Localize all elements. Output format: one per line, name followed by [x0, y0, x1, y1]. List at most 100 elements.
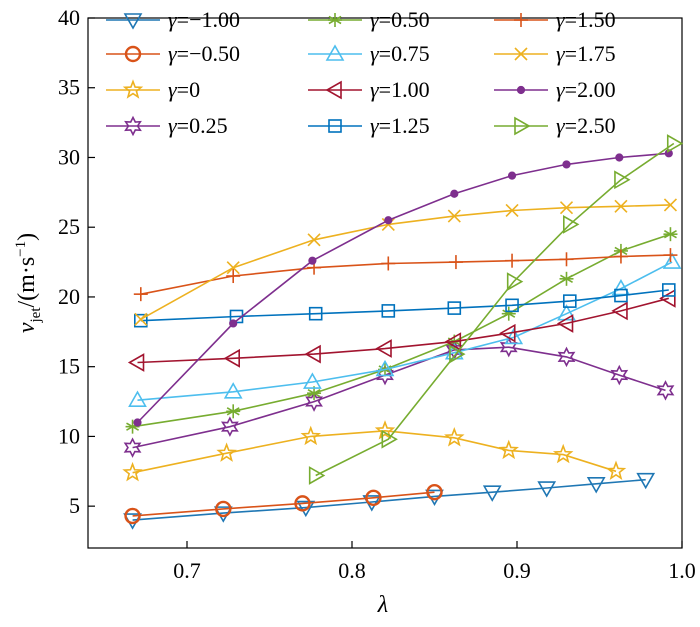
- data-point-gamma-1p00: [223, 348, 240, 368]
- plot-area-border: [87, 17, 683, 549]
- data-point-gamma-1p00: [499, 323, 516, 343]
- data-point-gamma-minus0p50: [426, 484, 443, 501]
- data-point-gamma-1p00: [127, 353, 145, 372]
- x-tick-label: 0.9: [503, 558, 531, 583]
- legend-item-gamma-2p50: γ=2.50: [494, 113, 616, 138]
- series-line-gamma-2p50: [315, 142, 675, 477]
- x-tick-label: 0.8: [338, 558, 366, 583]
- x-axis-title: λ: [377, 592, 388, 618]
- data-point-gamma-minus0p50: [215, 500, 232, 518]
- data-point-gamma-0: [122, 461, 143, 482]
- series-line-gamma-2p00: [136, 152, 669, 424]
- data-point-gamma-0: [216, 442, 237, 462]
- data-point-gamma-1p75: [134, 312, 148, 326]
- data-point-gamma-0: [374, 420, 396, 440]
- x-tick-label: 1.0: [668, 558, 696, 583]
- data-point-gamma-0p25: [610, 364, 629, 386]
- y-tick-label: 10: [58, 423, 80, 448]
- series-gamma-0p25: [123, 336, 675, 458]
- data-point-gamma-1p75: [226, 261, 240, 275]
- y-axis-title-superscript: −1: [13, 241, 29, 257]
- series-gamma-1p75: [134, 198, 678, 326]
- legend-label: γ=−1.00: [168, 7, 240, 32]
- data-point-gamma-1p75: [447, 209, 461, 223]
- y-tick-label: 40: [58, 5, 80, 30]
- y-tick-label: 5: [69, 493, 80, 518]
- data-point-gamma-2p00: [133, 418, 142, 427]
- y-axis-ticks: 5 10 15 20 25 30 35 40: [58, 5, 95, 518]
- data-point-gamma-1p75: [663, 198, 678, 212]
- legend-item-gamma-1p25: γ=1.25: [308, 113, 430, 138]
- data-point-gamma-0: [552, 443, 574, 464]
- legend-label: γ=1.25: [370, 113, 430, 138]
- series-line-gamma-1p00: [137, 297, 670, 364]
- data-point-gamma-0p25: [656, 380, 675, 401]
- legend: γ=−1.00 γ=−0.50 γ=0 γ=0.25 γ=0.50 γ=0.75 γ=1.0…: [106, 7, 616, 138]
- legend-item-gamma-minus1p00: γ=−1.00: [106, 7, 240, 32]
- series-gamma-1p50: [133, 248, 678, 302]
- data-point-gamma-2p50: [308, 466, 326, 485]
- data-point-gamma-1p25: [614, 288, 628, 303]
- legend-item-gamma-1p00: γ=1.00: [308, 77, 430, 102]
- y-tick-label: 35: [58, 75, 80, 100]
- legend-label: γ=−0.50: [168, 41, 240, 66]
- y-tick-label: 30: [58, 144, 80, 169]
- data-point-gamma-1p00: [556, 314, 574, 333]
- data-point-gamma-0: [605, 460, 627, 480]
- series-line-gamma-0p25: [132, 346, 666, 449]
- data-point-gamma-1p50: [226, 269, 241, 284]
- data-point-gamma-1p50: [505, 253, 520, 268]
- data-point-gamma-0p75: [223, 382, 243, 399]
- data-point-gamma-minus1p00: [636, 472, 656, 490]
- legend-item-gamma-0p75: γ=0.75: [308, 41, 430, 66]
- legend-item-gamma-1p75: γ=1.75: [494, 41, 616, 66]
- series-gamma-1p00: [127, 288, 676, 372]
- data-point-gamma-1p00: [611, 301, 628, 321]
- data-point-gamma-1p25: [381, 304, 396, 318]
- data-point-gamma-2p50: [381, 429, 398, 449]
- series-line-gamma-0: [132, 429, 617, 474]
- data-point-gamma-1p00: [304, 344, 321, 364]
- data-point-gamma-0p75: [662, 252, 682, 269]
- legend-swatch-marker: [514, 116, 531, 136]
- data-point-gamma-2p00: [450, 189, 459, 198]
- legend-swatch-marker: [124, 45, 142, 63]
- data-point-gamma-0p75: [375, 359, 395, 377]
- data-point-gamma-1p25: [308, 306, 323, 321]
- legend-item-gamma-1p50: γ=1.50: [494, 7, 616, 32]
- y-tick-label: 15: [58, 354, 80, 379]
- data-point-gamma-2p50: [506, 272, 524, 291]
- legend-swatch-marker: [124, 115, 142, 137]
- data-point-gamma-0p25: [221, 416, 239, 437]
- series-gamma-minus0p50: [124, 484, 443, 525]
- data-point-gamma-0p50: [559, 271, 574, 286]
- legend-swatch-marker: [123, 13, 143, 30]
- legend-swatch-marker: [516, 85, 526, 95]
- data-point-gamma-minus1p00: [482, 485, 502, 502]
- data-point-gamma-0p25: [557, 346, 576, 368]
- legend-item-gamma-0p50: γ=0.50: [308, 7, 430, 32]
- data-point-gamma-0p25: [123, 437, 142, 458]
- data-point-gamma-0p75: [504, 327, 524, 345]
- data-point-gamma-2p00: [384, 216, 393, 225]
- legend-item-gamma-2p00: γ=2.00: [494, 77, 616, 102]
- legend-label: γ=0: [168, 77, 200, 102]
- data-point-gamma-minus1p00: [586, 477, 606, 494]
- legend-item-gamma-0: γ=0: [106, 77, 200, 102]
- legend-label: γ=1.50: [556, 7, 616, 32]
- data-point-gamma-2p50: [666, 134, 684, 153]
- data-point-gamma-1p75: [614, 199, 628, 213]
- legend-label: γ=2.00: [556, 77, 616, 102]
- data-point-gamma-2p00: [615, 153, 624, 162]
- legend-item-gamma-0p25: γ=0.25: [106, 113, 228, 138]
- legend-label: γ=0.50: [370, 7, 430, 32]
- legend-label: γ=0.25: [168, 113, 228, 138]
- legend-swatch-marker: [328, 119, 342, 133]
- series-gamma-0p75: [128, 252, 682, 407]
- series-gamma-2p00: [133, 149, 673, 427]
- data-point-gamma-minus1p00: [537, 481, 557, 498]
- legend-swatch-marker: [328, 13, 342, 27]
- series-gamma-2p50: [308, 134, 684, 485]
- data-point-gamma-0: [300, 425, 321, 446]
- data-point-gamma-1p50: [613, 249, 628, 264]
